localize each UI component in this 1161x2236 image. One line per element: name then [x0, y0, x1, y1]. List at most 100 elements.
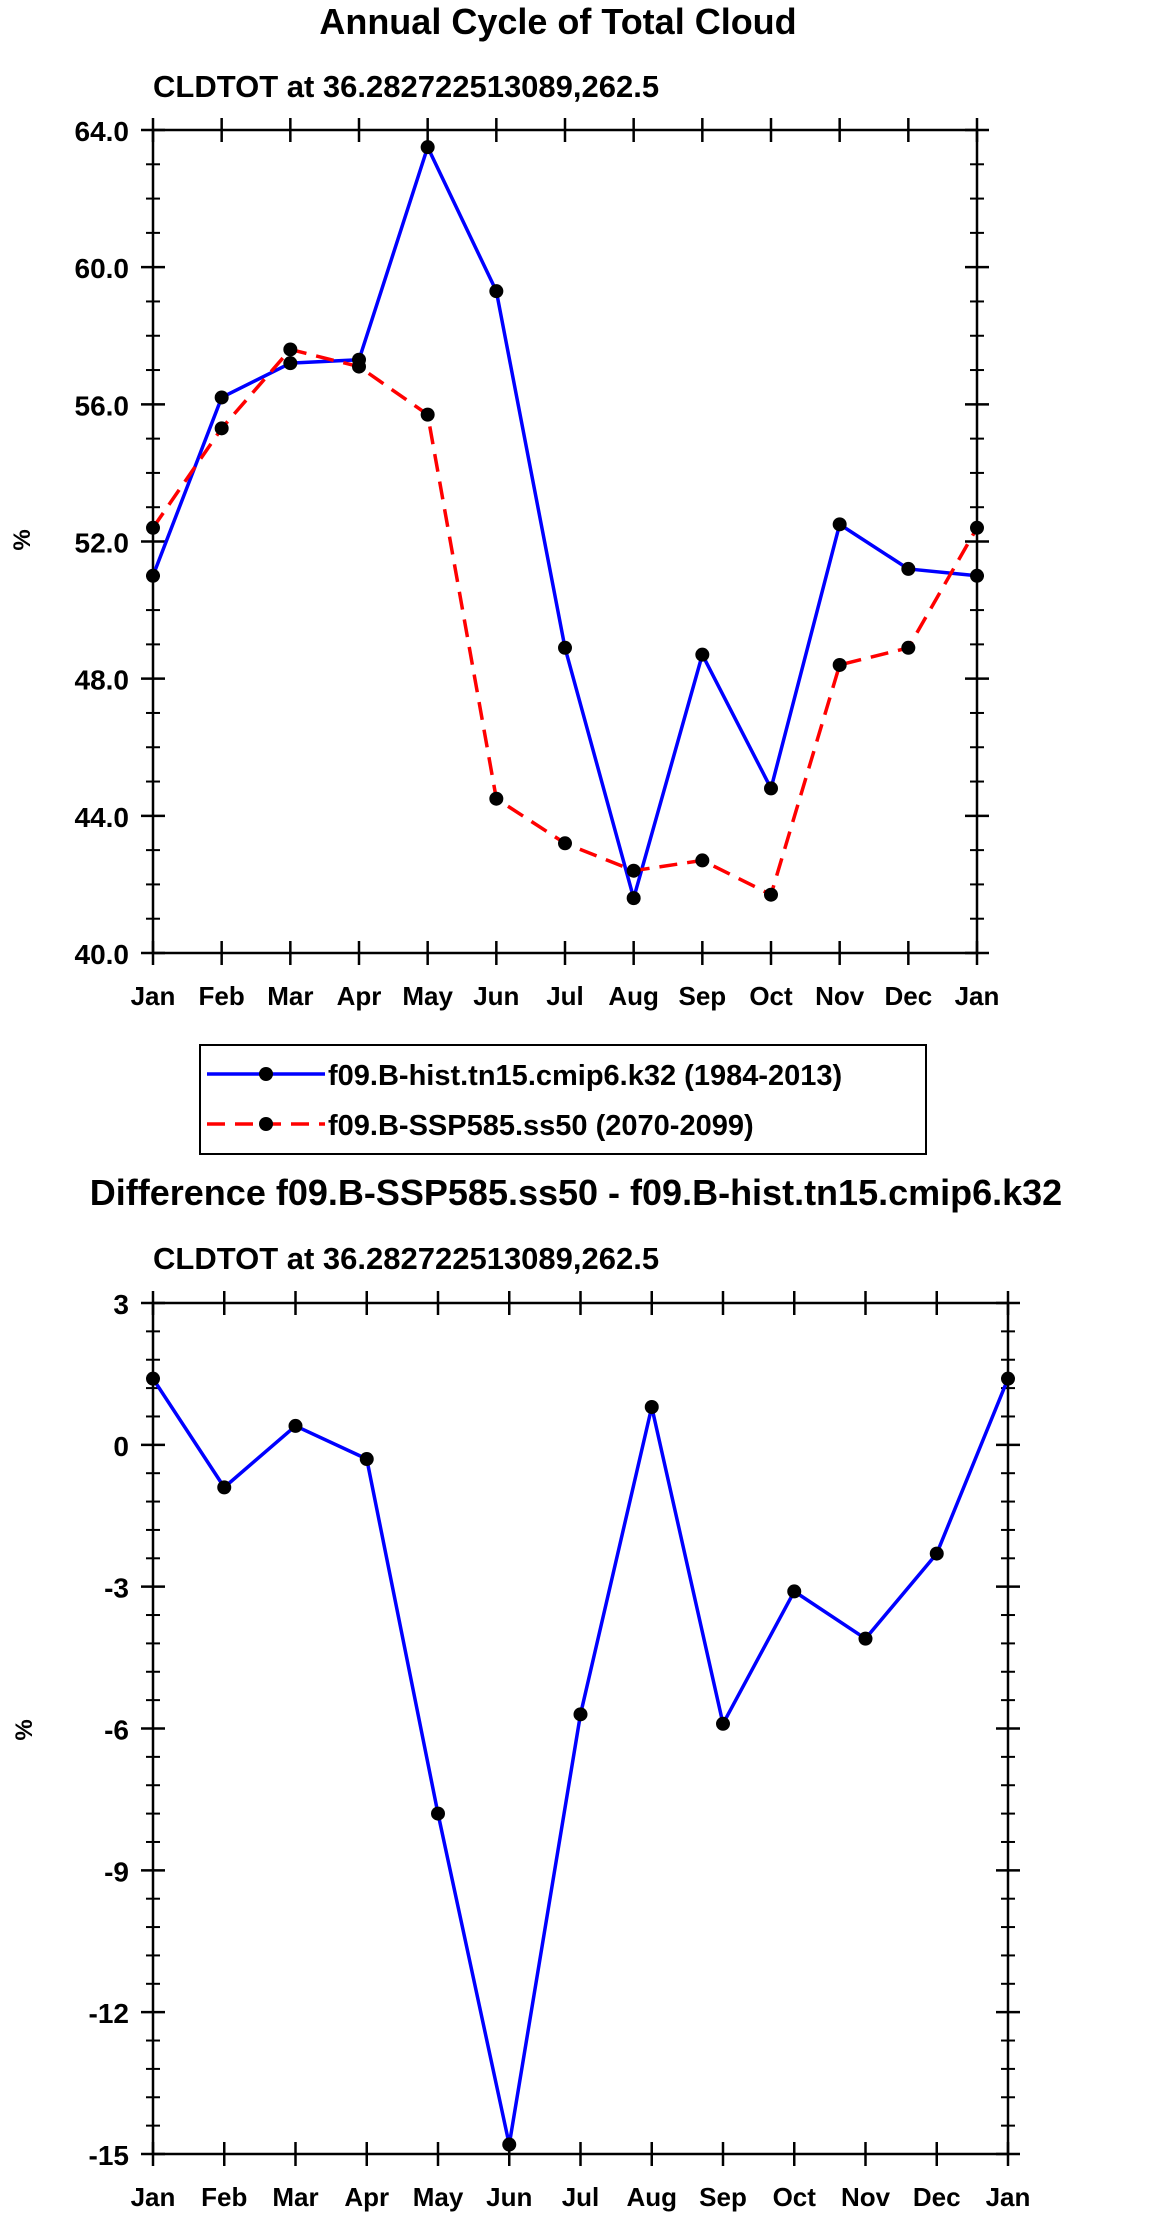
legend-marker-series-2 [259, 1117, 273, 1131]
chart1-ytick-label: 40.0 [75, 939, 130, 970]
chart2-ytick-label: 0 [113, 1431, 129, 1462]
chart2-xtick-label: Apr [344, 2182, 389, 2212]
chart1-series-2-point [352, 359, 366, 374]
chart2-ytick-label: 3 [113, 1289, 129, 1320]
legend-marker-series-1 [259, 1067, 273, 1081]
chart1-series-2-point [420, 407, 435, 422]
chart1-series-1-point [146, 568, 160, 583]
chart1-xtick-label: Dec [884, 981, 932, 1011]
chart1-ylabel: % [9, 529, 36, 550]
chart1-xtick-label: May [402, 981, 453, 1011]
chart2-xtick-label: Oct [773, 2182, 817, 2212]
chart1-subtitle: CLDTOT at 36.282722513089,262.5 [153, 69, 659, 104]
chart1-title: Annual Cycle of Total Cloud [319, 1, 796, 42]
chart2-xtick-label: May [413, 2182, 464, 2212]
chart1-series-2-line [151, 347, 979, 897]
chart1-xtick-label: Oct [749, 981, 793, 1011]
chart1-series-2-point [283, 342, 298, 357]
chart2-series-1-point [359, 1452, 374, 1467]
chart1-series-1-point [970, 568, 984, 583]
chart1-series-2-point [764, 887, 778, 902]
legend-label-series-2: f09.B-SSP585.ss50 (2070-2099) [328, 1110, 754, 1142]
chart1-xtick-label: Feb [199, 981, 245, 1011]
chart1-series-1-point [832, 517, 847, 532]
chart1-ytick-label: 48.0 [75, 665, 130, 696]
chart1-xtick-label: Jun [473, 981, 519, 1011]
chart1-xtick-label: Jan [131, 981, 176, 1011]
chart1-series-1-point [283, 356, 298, 371]
chart1-ytick-label: 64.0 [75, 116, 130, 147]
chart2-xtick-label: Nov [841, 2182, 891, 2212]
chart2-xtick-label: Jan [131, 2182, 176, 2212]
chart1-ytick-label: 60.0 [75, 253, 130, 284]
chart2-series-1-point [502, 2137, 517, 2152]
chart1-series-2-point [214, 421, 229, 436]
chart2-xtick-label: Aug [626, 2182, 677, 2212]
chart1-xtick-label: Apr [337, 981, 382, 1011]
chart1-legend: f09.B-hist.tn15.cmip6.k32 (1984-2013) f0… [199, 1044, 927, 1155]
chart1-ytick-label: 52.0 [75, 528, 130, 559]
chart2-series-1-point [217, 1480, 232, 1495]
chart1-series-1-line [151, 145, 978, 900]
chart2-xtick-label: Sep [699, 2182, 747, 2212]
chart2-series-1-point [929, 1546, 944, 1561]
chart1-series-1-point [695, 647, 710, 662]
chart2-series-1-point [1001, 1371, 1015, 1386]
chart2-ytick-label: -12 [89, 1998, 129, 2029]
chart1-series-1-point [558, 640, 572, 655]
chart1-xtick-label: Jan [955, 981, 1000, 1011]
chart1-plot-area [146, 140, 984, 906]
chart1-frame [151, 128, 979, 955]
chart2-xtick-label: Mar [272, 2182, 318, 2212]
chart2-title: Difference f09.B-SSP585.ss50 - f09.B-his… [90, 1172, 1062, 1213]
chart2-series-1-point [431, 1806, 445, 1821]
chart1-ytick-label: 56.0 [75, 390, 130, 421]
chart2-series-1-point [288, 1418, 303, 1433]
chart2-plot-area [146, 1371, 1015, 2152]
chart1-ytick-label: 44.0 [75, 802, 130, 833]
chart2-subtitle: CLDTOT at 36.282722513089,262.5 [153, 1241, 659, 1276]
chart2-ylabel: % [11, 1719, 38, 1740]
chart2-ytick-label: -15 [89, 2140, 129, 2171]
legend-box [199, 1044, 927, 1155]
chart1-series-1-point [901, 561, 916, 576]
chart2-series-1-point [644, 1400, 659, 1415]
chart1-xtick-label: Nov [815, 981, 865, 1011]
chart2-ytick-label: -6 [104, 1715, 129, 1746]
chart2-series-1-point [787, 1584, 802, 1599]
legend-label-series-1: f09.B-hist.tn15.cmip6.k32 (1984-2013) [328, 1060, 842, 1092]
chart1-series-2-point [901, 640, 916, 655]
chart1-series-2-point [695, 853, 710, 868]
chart2-xtick-label: Jun [486, 2182, 532, 2212]
chart2-xtick-label: Feb [201, 2182, 247, 2212]
chart1-series-2-point [558, 836, 572, 851]
chart1-series-2-point [970, 520, 984, 535]
chart2-series-1-point [573, 1707, 588, 1722]
chart2-xtick-label: Jul [562, 2182, 600, 2212]
chart1-series-1-point [420, 140, 435, 155]
chart2-series-1-point [716, 1716, 730, 1731]
chart2-ytick-label: -9 [104, 1856, 129, 1887]
chart1-series-2-point [146, 520, 160, 535]
chart2-axes: -15 -12 -9 -6 -3 0 3 Jan Feb Mar Apr May Jun Jul Aug Se… [89, 1289, 1031, 2212]
chart2-series-1-point [858, 1631, 873, 1646]
chart1-series-1-point [214, 390, 229, 405]
chart2-ytick-label: -3 [104, 1573, 129, 1604]
chart1-xtick-label: Jul [546, 981, 584, 1011]
chart1-series-2-point [832, 657, 847, 672]
chart1-series-1-point [489, 284, 504, 299]
chart2-frame [151, 1301, 1010, 2156]
chart2-series-1-line [151, 1377, 1010, 2147]
chart1-axes: 40.0 44.0 48.0 52.0 56.0 60.0 64.0 Jan Feb Mar Apr… [75, 116, 1000, 1011]
chart2-xtick-label: Jan [986, 2182, 1031, 2212]
chart1-series-2-point [626, 863, 641, 878]
chart1-series-2-point [489, 791, 504, 806]
chart1-series-1-point [626, 891, 641, 906]
chart1-xtick-label: Mar [267, 981, 313, 1011]
chart1-xtick-label: Sep [678, 981, 726, 1011]
chart2-xtick-label: Dec [913, 2182, 961, 2212]
chart2-series-1-point [146, 1371, 160, 1386]
chart1-series-1-point [764, 781, 778, 796]
